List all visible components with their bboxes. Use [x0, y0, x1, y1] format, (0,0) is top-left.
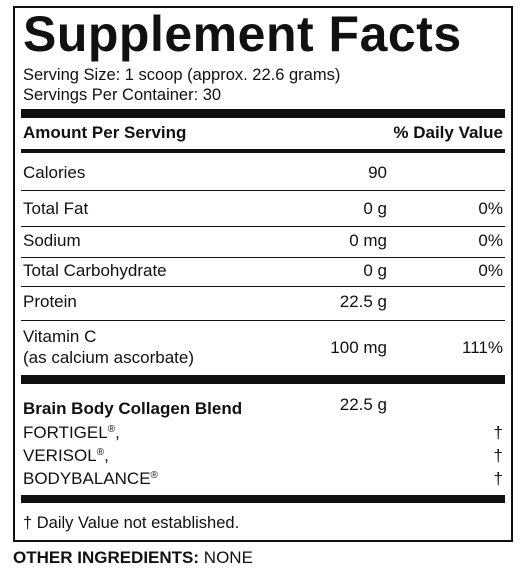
nutrient-amount: 0 mg	[349, 231, 387, 250]
other-ingredients: OTHER INGREDIENTS: NONE	[13, 548, 253, 568]
thick-divider	[21, 495, 505, 503]
thick-divider	[21, 109, 505, 118]
nutrient-amount: 100 mg	[330, 338, 387, 357]
dagger-mark: †	[493, 469, 503, 488]
nutrient-amount: 0 g	[363, 199, 387, 218]
footnote: † Daily Value not established.	[23, 514, 240, 532]
row-divider	[21, 226, 505, 227]
supplement-facts-panel: Supplement Facts Serving Size: 1 scoop (…	[13, 6, 513, 542]
row-divider	[21, 286, 505, 287]
row-divider	[21, 257, 505, 258]
other-ingredients-label: OTHER INGREDIENTS:	[13, 548, 200, 567]
ingredient-name: FORTIGEL	[23, 423, 108, 442]
registered-mark: ®	[107, 424, 116, 435]
header-daily-value: % Daily Value	[393, 123, 503, 142]
nutrient-label: Sodium	[23, 231, 81, 250]
nutrient-amount: 90	[368, 163, 387, 182]
nutrient-label: Calories	[23, 163, 86, 182]
nutrient-sublabel: (as calcium ascorbate)	[23, 348, 195, 367]
nutrient-daily-value: 0%	[478, 261, 503, 280]
dagger-mark: †	[493, 423, 503, 442]
ingredient-suffix: ,	[115, 423, 120, 442]
blend-name: Brain Body Collagen Blend	[23, 399, 243, 418]
nutrient-label: Protein	[23, 292, 77, 311]
nutrient-amount: 0 g	[363, 261, 387, 280]
nutrient-label: Vitamin C	[23, 327, 97, 346]
nutrient-daily-value: 0%	[478, 231, 503, 250]
nutrient-amount: 22.5 g	[339, 292, 387, 311]
blend-ingredient: VERISOL®,	[23, 446, 109, 466]
blend-ingredient: FORTIGEL®,	[23, 423, 120, 443]
servings-per-container: Servings Per Container: 30	[23, 86, 222, 104]
nutrient-daily-value: 0%	[478, 199, 503, 218]
panel-title: Supplement Facts	[23, 6, 462, 62]
nutrient-label: Total Fat	[23, 199, 89, 218]
ingredient-suffix: ,	[104, 446, 109, 465]
registered-mark: ®	[150, 470, 158, 481]
nutrient-daily-value: 111%	[462, 338, 503, 357]
serving-size: Serving Size: 1 scoop (approx. 22.6 gram…	[23, 66, 341, 84]
nutrient-label: Total Carbohydrate	[23, 261, 167, 280]
medium-divider	[21, 149, 505, 153]
row-divider	[21, 320, 505, 321]
registered-mark: ®	[96, 447, 105, 458]
ingredient-name: BODYBALANCE	[23, 469, 151, 488]
dagger-mark: †	[493, 446, 503, 465]
blend-amount: 22.5 g	[339, 395, 387, 414]
other-ingredients-value: NONE	[199, 548, 253, 567]
blend-ingredient: BODYBALANCE®	[23, 469, 158, 489]
header-amount-per-serving: Amount Per Serving	[23, 123, 187, 142]
thick-divider	[21, 375, 505, 384]
ingredient-name: VERISOL	[23, 446, 97, 465]
row-divider	[21, 190, 505, 191]
